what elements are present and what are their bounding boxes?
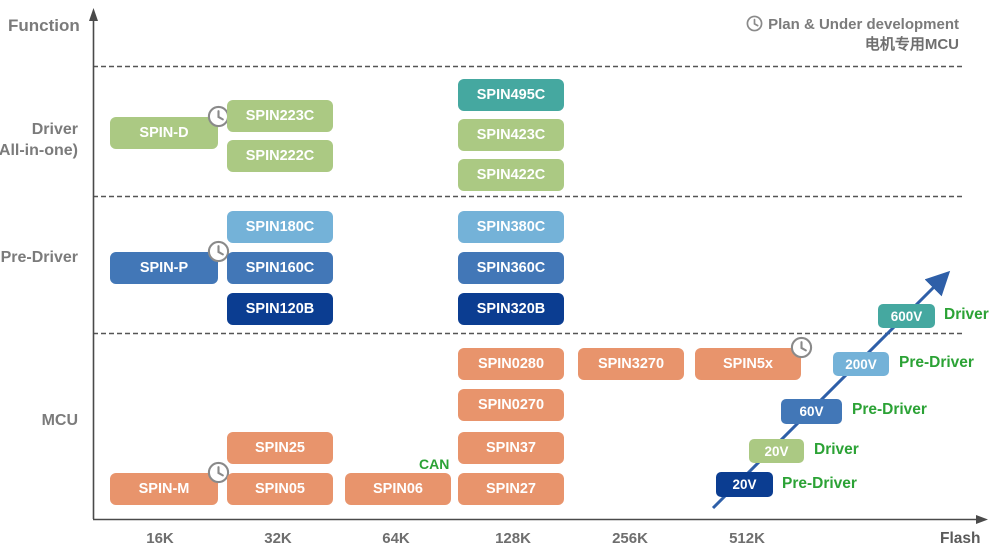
y-axis-label: Function xyxy=(8,16,80,35)
product-box-spin160c: SPIN160C xyxy=(227,252,333,284)
x-tick-512k: 512K xyxy=(729,530,765,547)
product-box-spin0270: SPIN0270 xyxy=(458,389,564,421)
row-label-driver: Driver (All-in-one) xyxy=(0,121,78,159)
plan-clock-icon xyxy=(790,336,813,359)
product-box-spin223c: SPIN223C xyxy=(227,100,333,132)
plan-clock-icon xyxy=(207,461,230,484)
product-box-spin3270: SPIN3270 xyxy=(578,348,684,380)
product-box-spin5x: SPIN5x xyxy=(695,336,813,380)
product-box-spin423c: SPIN423C xyxy=(458,119,564,151)
product-box-spin06: SPIN06 xyxy=(345,473,451,505)
product-box-spin222c: SPIN222C xyxy=(227,140,333,172)
product-box-spin27: SPIN27 xyxy=(458,473,564,505)
x-axis-label: Flash xyxy=(940,530,981,547)
x-tick-128k: 128K xyxy=(495,530,531,547)
clock-icon xyxy=(746,15,763,32)
trend-label-pre-driver: Pre-Driver xyxy=(899,354,974,371)
product-box-spin380c: SPIN380C xyxy=(458,211,564,243)
can-annotation: CAN xyxy=(419,456,450,472)
x-tick-16k: 16K xyxy=(146,530,174,547)
legend-plan-label: Plan & Under development xyxy=(768,16,959,33)
product-box-spin320b: SPIN320B xyxy=(458,293,564,325)
row-label-mcu: MCU xyxy=(41,412,78,429)
product-box-spin-m: SPIN-M xyxy=(110,461,230,505)
product-box-spin120b: SPIN120B xyxy=(227,293,333,325)
row-label-pre-driver: Pre-Driver xyxy=(0,249,78,266)
voltage-badge-20v-driver: 20V xyxy=(749,439,804,463)
product-box-spin25: SPIN25 xyxy=(227,432,333,464)
y-axis-arrowhead xyxy=(89,8,98,21)
legend-subtitle: 电机专用MCU xyxy=(864,36,959,53)
trend-label-pre-driver: Pre-Driver xyxy=(852,401,927,418)
x-tick-256k: 256K xyxy=(612,530,648,547)
legend: Plan & Under development 电机专用MCU xyxy=(746,15,959,55)
voltage-badge-20v-predriver: 20V xyxy=(716,472,773,497)
trend-label-driver: Driver xyxy=(944,306,989,323)
x-tick-32k: 32K xyxy=(264,530,292,547)
product-box-spin-d: SPIN-D xyxy=(110,105,230,149)
product-box-spin422c: SPIN422C xyxy=(458,159,564,191)
x-tick-64k: 64K xyxy=(382,530,410,547)
product-box-spin37: SPIN37 xyxy=(458,432,564,464)
product-box-spin05: SPIN05 xyxy=(227,473,333,505)
product-box-spin180c: SPIN180C xyxy=(227,211,333,243)
trend-label-driver: Driver xyxy=(814,441,859,458)
product-box-spin495c: SPIN495C xyxy=(458,79,564,111)
trend-label-pre-driver: Pre-Driver xyxy=(782,475,857,492)
plan-clock-icon xyxy=(207,240,230,263)
voltage-badge-200v-predriver: 200V xyxy=(833,352,889,376)
product-box-spin0280: SPIN0280 xyxy=(458,348,564,380)
product-box-spin-p: SPIN-P xyxy=(110,240,230,284)
x-axis-arrowhead xyxy=(976,515,988,524)
voltage-badge-60v-predriver: 60V xyxy=(781,399,842,424)
voltage-badge-600v-driver: 600V xyxy=(878,304,935,328)
product-box-spin360c: SPIN360C xyxy=(458,252,564,284)
